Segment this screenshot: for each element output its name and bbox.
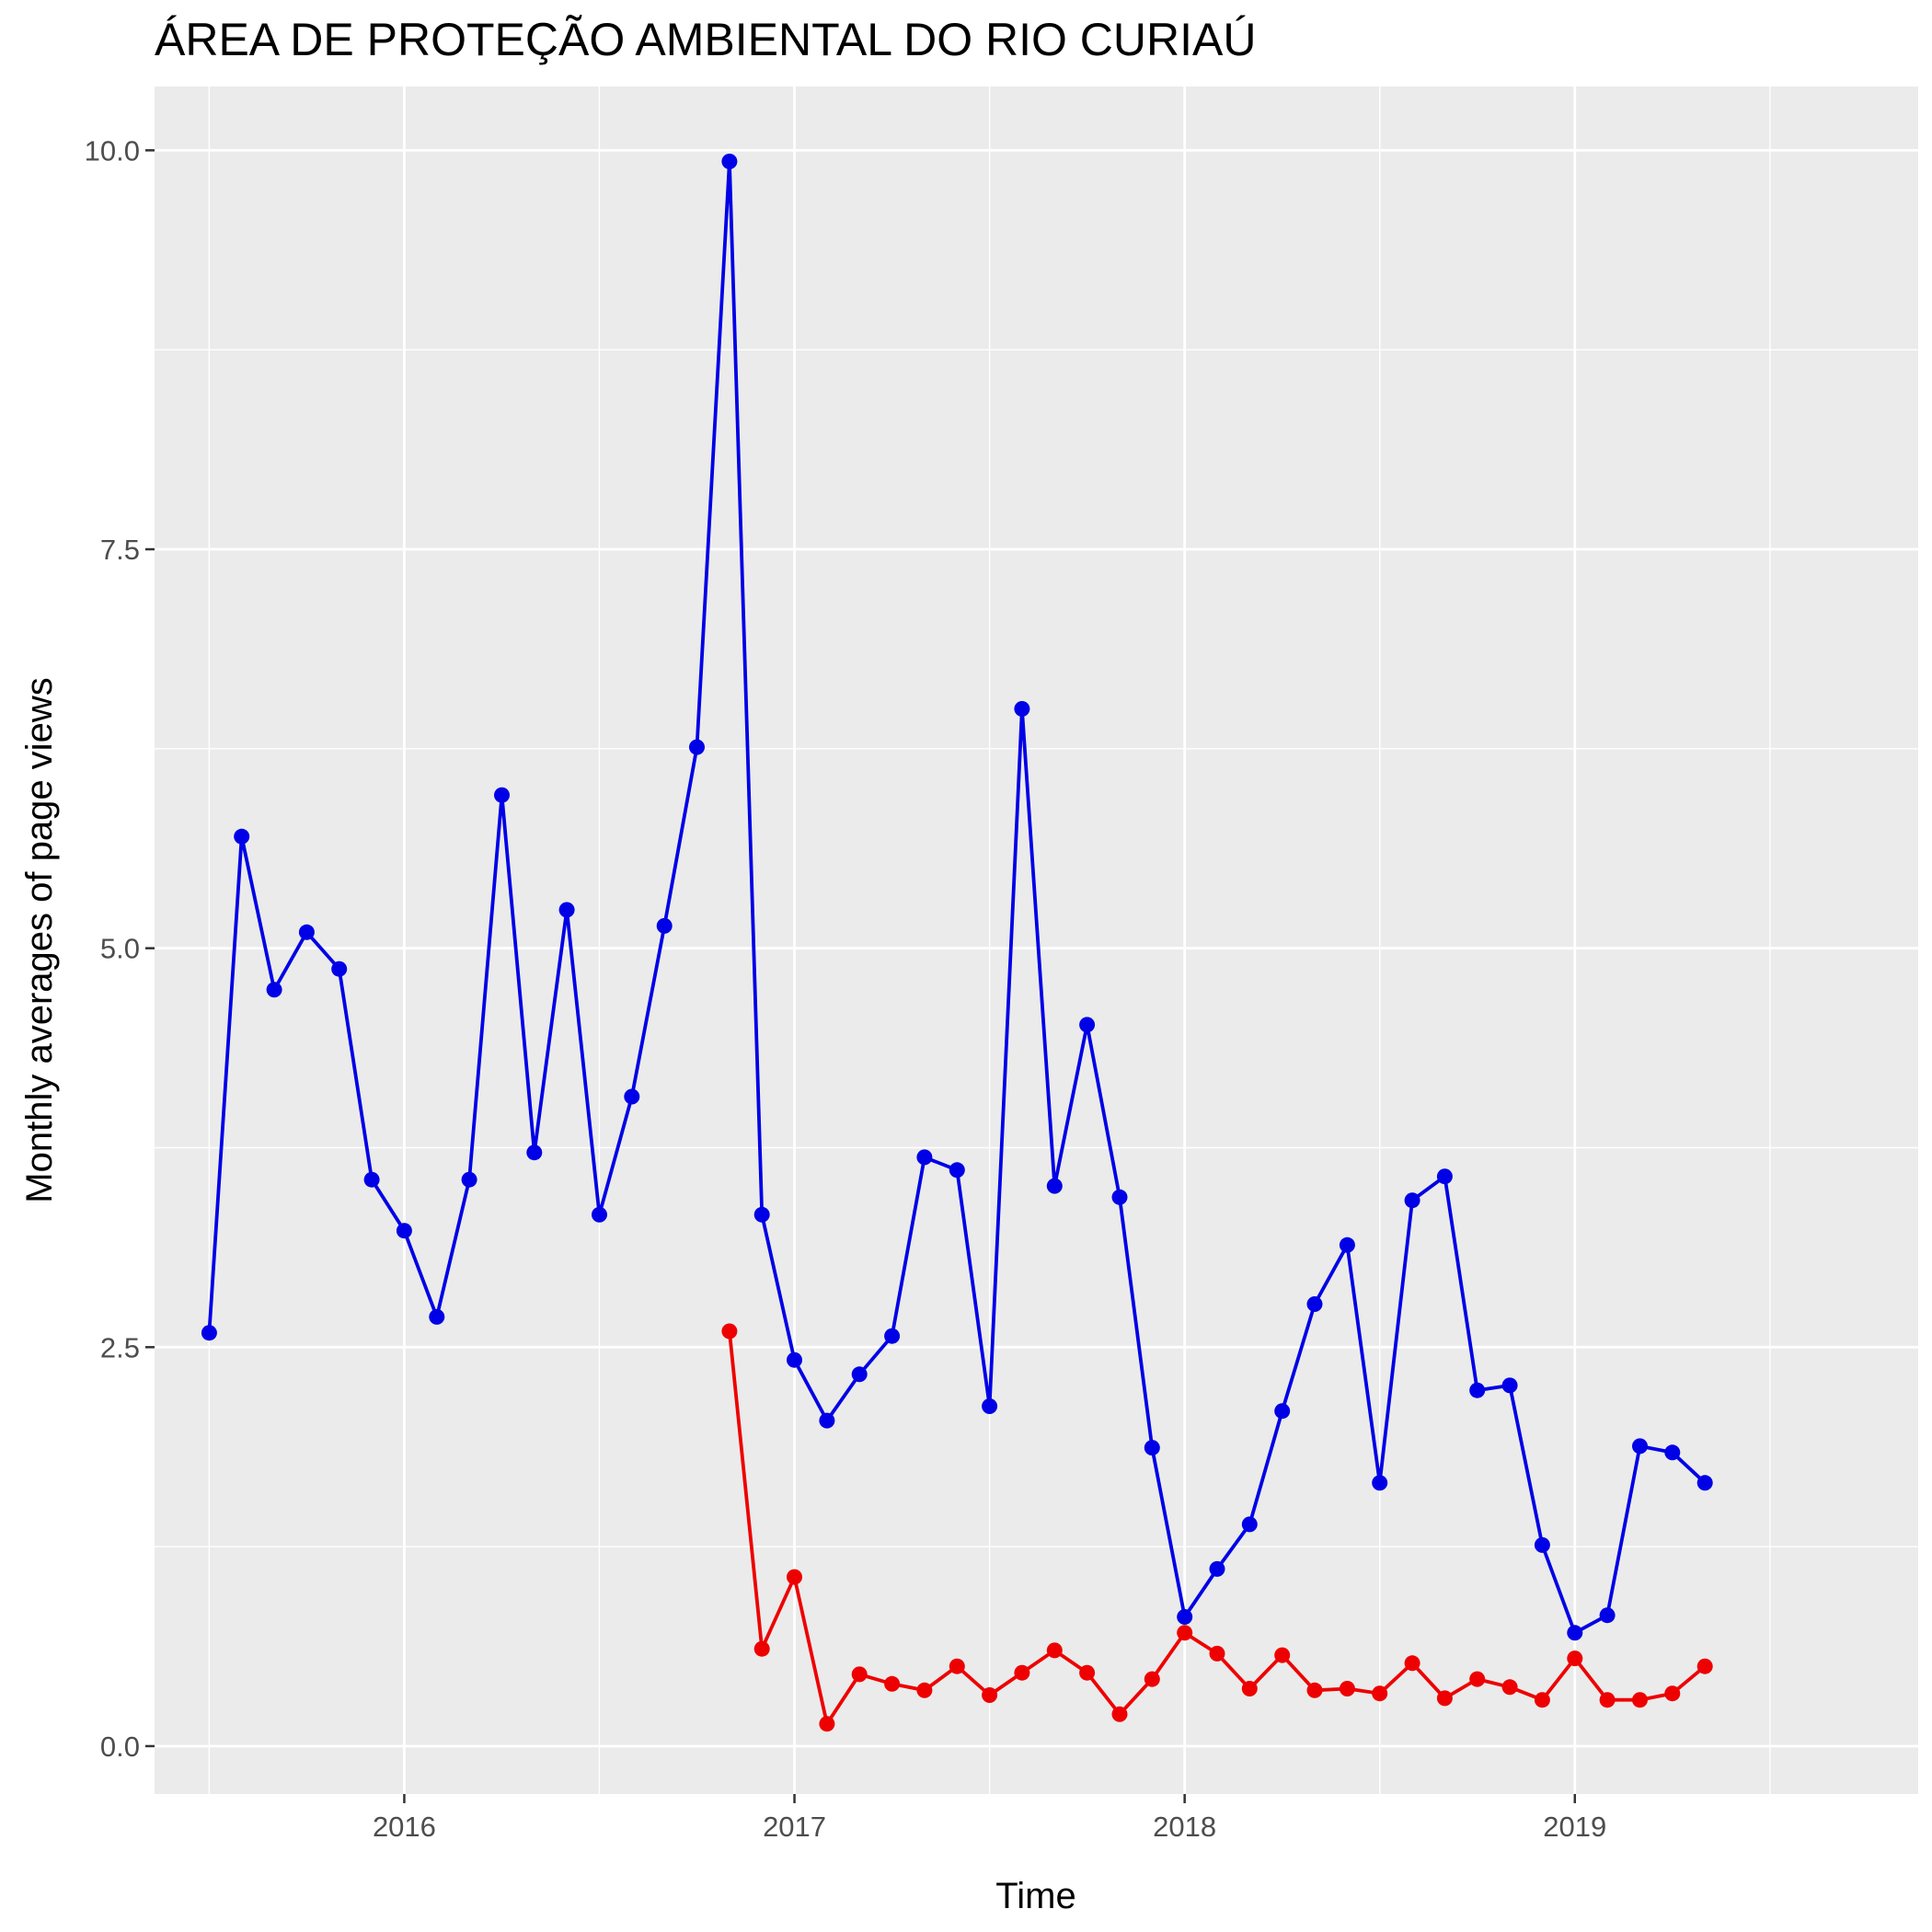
series-1-point — [1436, 1168, 1453, 1185]
series-1-point — [1599, 1607, 1616, 1624]
y-tick-label: 2.5 — [100, 1331, 140, 1363]
series-1-point — [201, 1325, 217, 1341]
y-axis: 0.0 2.5 5.0 7.5 10.0 — [85, 134, 155, 1763]
series-2-point — [949, 1658, 965, 1674]
series-2-point — [1274, 1647, 1291, 1663]
x-tick-label: 2019 — [1543, 1811, 1606, 1843]
series-1-point — [331, 960, 348, 977]
series-1-point — [819, 1412, 835, 1429]
series-1-point — [526, 1144, 543, 1161]
series-1-point — [787, 1351, 802, 1368]
series-2-point — [1664, 1685, 1681, 1702]
series-1-point — [1079, 1017, 1096, 1033]
grid-minor — [155, 86, 1918, 1794]
series-1-point — [461, 1171, 477, 1188]
series-2-point — [1632, 1692, 1648, 1708]
series-2-point — [1177, 1625, 1193, 1641]
series-1-point — [1501, 1377, 1518, 1394]
series-1-point — [1664, 1444, 1681, 1461]
series-2-point — [1079, 1664, 1096, 1681]
series-2-point — [982, 1687, 998, 1703]
series-1-point — [1111, 1189, 1128, 1205]
x-tick-label: 2018 — [1153, 1811, 1216, 1843]
y-tick-label: 10.0 — [85, 134, 140, 167]
series-2-point — [1241, 1681, 1258, 1696]
series-1-point — [884, 1328, 901, 1344]
y-tick-label: 7.5 — [100, 534, 140, 566]
series-1-point — [1339, 1236, 1355, 1253]
series-2-point — [1501, 1679, 1518, 1696]
series-1-point — [234, 828, 250, 845]
series-1-point — [363, 1171, 380, 1188]
series-2-point — [1567, 1650, 1583, 1667]
x-axis-title: Time — [995, 1876, 1075, 1916]
series-1-point — [558, 902, 575, 918]
series-2-point — [1111, 1706, 1128, 1722]
series-2-point — [1696, 1658, 1713, 1674]
series-1-point — [916, 1149, 933, 1166]
y-axis-title: Monthly averages of page views — [19, 677, 60, 1202]
series-1-point — [1632, 1438, 1648, 1455]
series-2-point — [1339, 1681, 1355, 1696]
series-1-point — [396, 1223, 412, 1239]
series-1-point — [1534, 1536, 1550, 1553]
series-2-point — [753, 1640, 770, 1657]
series-1-point — [1567, 1625, 1583, 1641]
series-1-point — [1014, 701, 1030, 717]
series-1-point — [1046, 1178, 1063, 1194]
series-1-point — [1469, 1382, 1486, 1398]
series-1-point — [721, 154, 738, 169]
y-tick-label: 0.0 — [100, 1731, 140, 1763]
series-2-point — [1436, 1690, 1453, 1707]
series-2-point — [1014, 1664, 1030, 1681]
series-1-point — [656, 917, 673, 934]
x-tick-label: 2017 — [763, 1811, 826, 1843]
series-1-point — [624, 1088, 640, 1105]
grid-major — [155, 86, 1918, 1794]
series-1-point — [1241, 1516, 1258, 1533]
series-2-point — [787, 1569, 802, 1585]
series-1-point — [1177, 1609, 1193, 1625]
series-2-point — [851, 1666, 868, 1683]
series-1-point — [266, 982, 282, 998]
series-2-point — [1306, 1682, 1323, 1698]
chart-title: ÁREA DE PROTEÇÃO AMBIENTAL DO RIO CURIAÚ — [155, 14, 1256, 65]
series-1-point — [753, 1206, 770, 1223]
x-tick-label: 2016 — [373, 1811, 436, 1843]
series-1-point — [982, 1398, 998, 1414]
series-2 — [721, 1323, 1713, 1732]
series-1-point — [429, 1308, 445, 1325]
series-2-point — [819, 1716, 835, 1732]
series-2-point — [884, 1675, 901, 1692]
series-1-point — [949, 1162, 965, 1179]
series-1-point — [1209, 1560, 1225, 1577]
series-1-point — [298, 924, 315, 940]
series-2-point — [1404, 1655, 1420, 1672]
series-1-point — [1696, 1475, 1713, 1491]
series-2-point — [721, 1323, 738, 1340]
series-1 — [201, 154, 1713, 1641]
series-2-point — [916, 1682, 933, 1698]
series-1-point — [494, 787, 510, 803]
series-1-point — [1306, 1296, 1323, 1312]
series-2-point — [1372, 1685, 1388, 1702]
series-1-point — [592, 1206, 607, 1223]
series-1-point — [1404, 1192, 1420, 1209]
series-2-point — [1469, 1671, 1486, 1687]
series-1-point — [1372, 1475, 1388, 1491]
series-1-point — [1144, 1440, 1160, 1456]
series-2-point — [1534, 1692, 1550, 1708]
series-2-point — [1599, 1692, 1616, 1708]
series-1-point — [851, 1366, 868, 1383]
series-1-point — [1274, 1403, 1291, 1420]
series-2-point — [1046, 1642, 1063, 1659]
x-axis: 2016 2017 2018 2019 — [373, 1794, 1606, 1843]
series-1-point — [689, 739, 705, 755]
series-2-point — [1144, 1671, 1160, 1687]
series-2-point — [1209, 1645, 1225, 1662]
y-tick-label: 5.0 — [100, 933, 140, 965]
series-layer — [201, 154, 1713, 1732]
